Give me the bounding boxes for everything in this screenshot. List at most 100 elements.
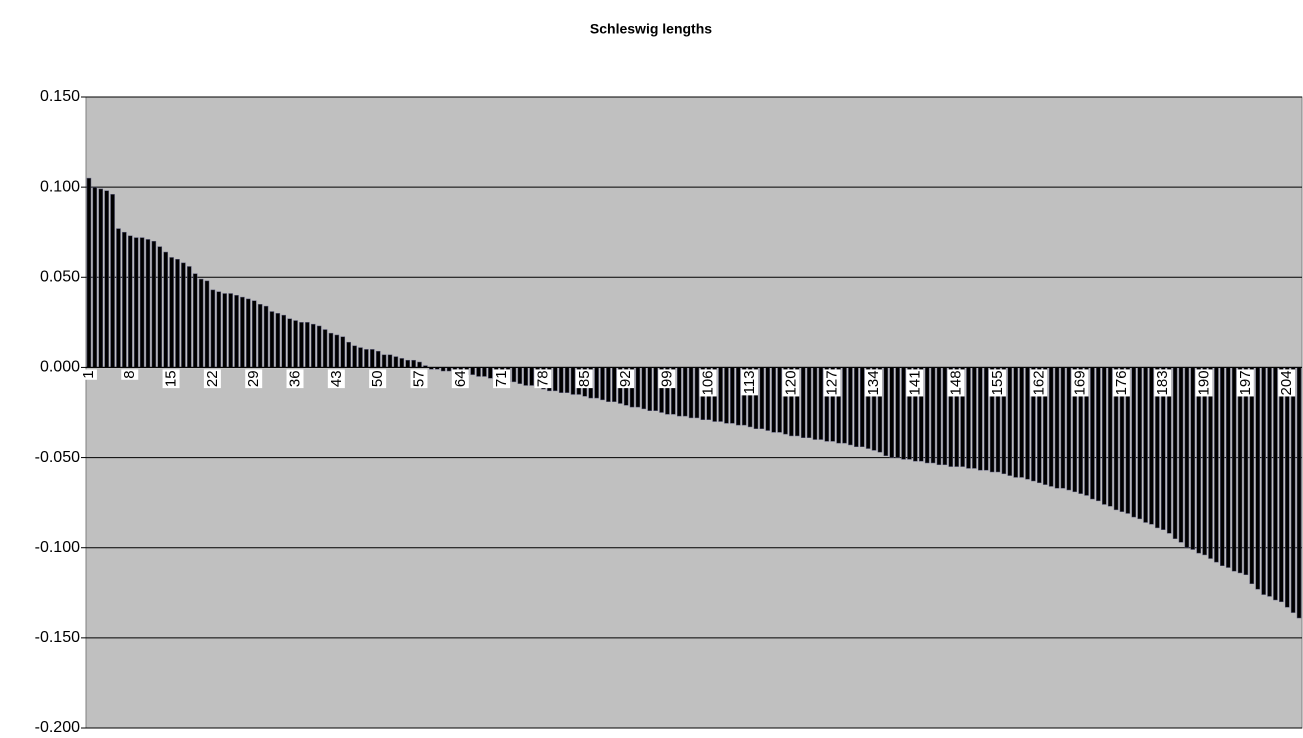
bar (511, 367, 517, 383)
bar (1290, 367, 1296, 613)
y-tick-label: -0.050 (35, 449, 80, 466)
bar (157, 246, 163, 368)
bar (1284, 367, 1290, 608)
bar (1019, 367, 1024, 478)
bar (842, 367, 847, 444)
x-tick-label-bg (162, 369, 180, 389)
bar (417, 361, 422, 368)
bar (1190, 367, 1196, 550)
x-tick-label-bg (493, 369, 511, 389)
x-tick-label-bg (451, 369, 469, 389)
bar (523, 367, 529, 386)
bar (198, 278, 204, 368)
bar (334, 334, 340, 368)
bar (553, 367, 558, 392)
bar (411, 359, 416, 368)
bar (86, 177, 92, 368)
x-tick-label-bg (617, 369, 635, 389)
bar (594, 367, 599, 399)
bar (564, 367, 570, 393)
x-tick-label-bg (286, 369, 304, 389)
bar (806, 367, 812, 438)
bar (647, 367, 652, 411)
bar (641, 367, 647, 410)
x-tick-label-bg (782, 369, 800, 397)
bar (210, 289, 216, 368)
bar (222, 293, 227, 368)
bar (181, 262, 186, 368)
x-tick-label: 64 (452, 370, 469, 387)
y-tick-label: 0.050 (40, 269, 80, 286)
bar (204, 280, 210, 368)
x-tick-label: 78 (534, 370, 551, 387)
bar (216, 291, 222, 368)
bar (375, 350, 381, 368)
bar (476, 367, 481, 377)
bar (364, 349, 369, 368)
bar (1101, 367, 1107, 505)
x-tick-label: 148 (948, 370, 965, 395)
x-tick-label-bg (369, 369, 387, 389)
bar (1279, 367, 1284, 603)
bar (281, 314, 287, 368)
bar (570, 367, 576, 395)
bar (116, 228, 121, 368)
x-tick-label: 36 (287, 370, 304, 387)
y-tick-label: 0.100 (40, 178, 80, 195)
bar (169, 257, 174, 368)
x-tick-label-bg (203, 369, 221, 389)
x-tick-label: 106 (700, 370, 717, 395)
y-tick-label: -0.150 (35, 629, 80, 646)
bar (759, 367, 765, 429)
bar (340, 336, 346, 368)
x-tick-label-bg (823, 369, 841, 397)
y-tick-label: -0.100 (35, 539, 80, 556)
bar (1066, 367, 1072, 491)
bar (1184, 367, 1190, 548)
bar (128, 235, 133, 368)
x-tick-label: 22 (204, 370, 221, 387)
bar (446, 367, 452, 372)
x-tick-label: 57 (410, 370, 427, 387)
bar (1261, 367, 1266, 595)
bar (688, 367, 694, 419)
x-tick-label-bg (534, 369, 552, 389)
bar (1255, 367, 1260, 590)
x-tick-label-bg (1236, 369, 1254, 397)
bar (966, 367, 971, 469)
x-tick-label-bg (699, 369, 717, 397)
bar (771, 367, 776, 433)
x-tick-label: 50 (369, 370, 386, 387)
x-tick-label: 120 (782, 370, 799, 395)
bar (381, 354, 387, 368)
x-tick-label: 169 (1072, 370, 1089, 395)
bar (482, 367, 487, 377)
x-tick-label: 190 (1196, 370, 1213, 395)
plot-area (85, 96, 1303, 729)
bar (635, 367, 641, 408)
x-tick-label-bg (1112, 369, 1130, 397)
bar (883, 367, 889, 457)
bar (1090, 367, 1095, 500)
bar (600, 367, 605, 401)
x-tick-label: 127 (824, 370, 841, 395)
bar (488, 367, 493, 379)
bar (848, 367, 853, 446)
bar (1220, 367, 1225, 566)
bar (777, 367, 782, 433)
x-tick-label: 43 (328, 370, 345, 387)
bar (978, 367, 983, 471)
bar (240, 296, 245, 368)
bar (399, 358, 405, 368)
bar (517, 367, 523, 384)
bar (328, 332, 334, 368)
bar (1214, 367, 1219, 563)
bar (104, 190, 109, 368)
bar (724, 367, 729, 424)
bar (151, 240, 157, 368)
bar (1048, 367, 1054, 487)
bar (98, 188, 104, 368)
x-tick-label: 176 (1113, 370, 1130, 395)
bar (269, 311, 275, 368)
